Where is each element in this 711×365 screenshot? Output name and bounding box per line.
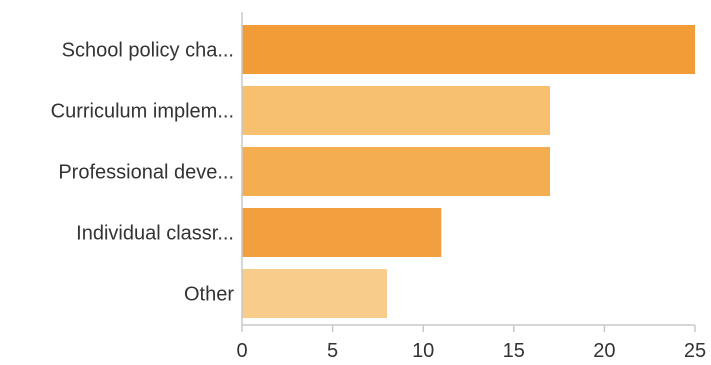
x-tick-label-4: 20: [593, 340, 615, 362]
bar-2: [242, 147, 551, 196]
x-axis-ticks: 0 5 10 15 20 25: [236, 325, 706, 362]
x-tick-label-5: 25: [684, 340, 706, 362]
category-label-0: School policy cha...: [62, 40, 234, 62]
category-label-4: Other: [184, 284, 234, 306]
x-tick-label-2: 10: [412, 340, 434, 362]
category-labels: School policy cha... Curriculum implem...…: [51, 40, 235, 306]
bar-0: [242, 25, 695, 74]
category-label-3: Individual classr...: [76, 223, 234, 245]
category-label-2: Professional deve...: [58, 162, 234, 184]
bars-group: [242, 25, 695, 318]
bar-1: [242, 86, 551, 135]
bar-3: [242, 208, 442, 257]
category-label-1: Curriculum implem...: [51, 101, 234, 123]
x-tick-label-0: 0: [236, 340, 247, 362]
x-tick-label-1: 5: [327, 340, 338, 362]
x-tick-label-3: 15: [503, 340, 525, 362]
bar-4: [242, 269, 387, 318]
